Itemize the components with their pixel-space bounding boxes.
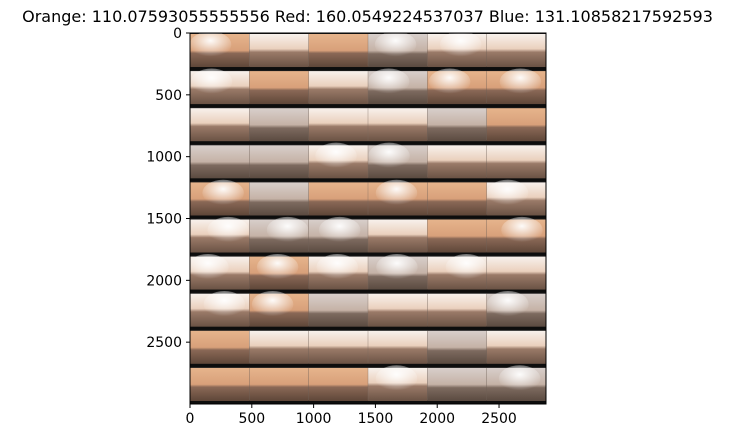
panorama-tile	[427, 293, 487, 327]
panorama-tile	[368, 219, 428, 253]
y-tick-label: 2500	[146, 335, 182, 351]
y-tick-label: 1500	[146, 212, 182, 228]
y-tick-label: 1000	[146, 150, 182, 166]
panorama-tile	[190, 367, 250, 401]
x-tick-label: 1000	[296, 411, 332, 427]
panorama-tile	[427, 219, 487, 253]
image-area	[187, 31, 546, 404]
panorama-tile	[249, 145, 309, 179]
y-tick-label: 0	[173, 26, 182, 42]
panorama-tile	[486, 256, 546, 290]
x-tick-label: 1500	[358, 411, 394, 427]
panorama-tile	[486, 330, 546, 364]
panorama-tile	[249, 34, 309, 68]
panorama-tile	[427, 108, 487, 142]
panorama-tile	[427, 367, 487, 401]
panorama-tile	[308, 182, 368, 216]
panorama-tile	[427, 145, 487, 179]
panorama-tile	[308, 367, 368, 401]
panorama-tile	[308, 34, 368, 68]
y-axis: 0 500 1000 1500 2000 2500	[146, 26, 190, 351]
x-tick-label: 500	[238, 411, 265, 427]
panorama-tile	[427, 330, 487, 364]
panorama-tile	[308, 330, 368, 364]
panorama-tile	[249, 367, 309, 401]
panorama-tile	[190, 145, 250, 179]
y-tick-label: 2000	[146, 273, 182, 289]
panorama-tile	[368, 330, 428, 364]
panorama-tile	[486, 108, 546, 142]
panorama-tile	[486, 34, 546, 68]
panorama-tile	[249, 330, 309, 364]
panorama-tile	[308, 108, 368, 142]
y-tick-label: 500	[155, 88, 182, 104]
panorama-tile	[486, 145, 546, 179]
panorama-tile	[427, 182, 487, 216]
x-tick-label: 2000	[419, 411, 455, 427]
x-tick-label: 0	[186, 411, 195, 427]
x-axis: 0 500 1000 1500 2000 2500	[186, 404, 517, 427]
panorama-tile	[190, 108, 250, 142]
panorama-tile	[249, 71, 309, 105]
panorama-tile	[249, 108, 309, 142]
panorama-tile	[368, 108, 428, 142]
panorama-tile	[190, 330, 250, 364]
figure-title: Orange: 110.07593055555556 Red: 160.0549…	[22, 7, 713, 26]
panorama-tile	[249, 182, 309, 216]
panorama-tile	[308, 293, 368, 327]
panorama-tile	[308, 71, 368, 105]
panorama-tile	[368, 293, 428, 327]
x-tick-label: 2500	[481, 411, 517, 427]
